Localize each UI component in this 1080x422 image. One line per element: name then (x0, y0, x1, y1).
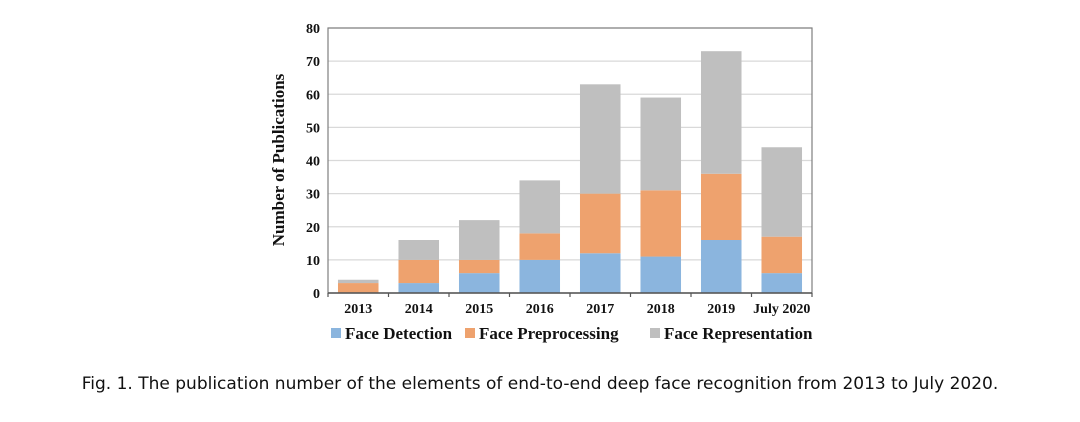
y-tick-label: 0 (313, 287, 320, 302)
bar-segment-face-detection (398, 283, 440, 293)
y-tick-label: 60 (306, 88, 320, 103)
y-tick-label: 30 (306, 188, 320, 203)
bar-segment-face-detection (519, 259, 561, 293)
x-tick-labels: 2013 2014 2015 2016 2017 2018 2019 July 2020 (344, 302, 810, 317)
legend-swatch (331, 328, 341, 338)
bar-segment-face-representation (579, 84, 621, 194)
bars (337, 51, 803, 293)
x-tick-label: 2018 (647, 302, 675, 317)
bar-segment-face-representation (458, 220, 500, 260)
legend-swatch (465, 328, 475, 338)
x-tick-label: 2014 (405, 302, 433, 317)
legend: Face Detection Face Preprocessing Face Rep… (331, 324, 813, 343)
legend-item: Face Representation (650, 324, 813, 343)
x-tick-label: 2013 (344, 302, 372, 317)
bar-segment-face-detection (700, 240, 742, 293)
y-tick-label: 20 (306, 221, 320, 236)
x-tick-label: 2016 (526, 302, 554, 317)
bar-segment-face-preprocessing (519, 233, 561, 260)
bar-segment-face-preprocessing (337, 283, 379, 293)
legend-label: Face Detection (345, 324, 453, 343)
bar-segment-face-detection (640, 256, 682, 293)
legend-item: Face Detection (331, 324, 453, 343)
bar-segment-face-preprocessing (458, 259, 500, 274)
x-tick-label: 2015 (465, 302, 493, 317)
y-axis-label: Number of Publications (269, 73, 288, 246)
y-tick-label: 70 (306, 55, 320, 70)
bar-segment-face-preprocessing (761, 236, 803, 274)
bar-segment-face-representation (700, 51, 742, 174)
gridlines (328, 27, 812, 261)
y-tick-label: 80 (306, 22, 320, 37)
x-tick-label: 2019 (707, 302, 735, 317)
y-tick-label: 40 (306, 155, 320, 170)
bar-segment-face-detection (761, 273, 803, 293)
bar-segment-face-detection (458, 273, 500, 293)
bar-segment-face-preprocessing (700, 173, 742, 240)
legend-label: Face Representation (664, 324, 813, 343)
axes (327, 27, 813, 297)
bar-segment-face-representation (519, 180, 561, 234)
y-tick-label: 50 (306, 121, 320, 136)
bar-segment-face-representation (761, 147, 803, 237)
legend-label: Face Preprocessing (479, 324, 619, 343)
x-tick-label: 2017 (586, 302, 614, 317)
bar-segment-face-representation (640, 97, 682, 191)
bar-segment-face-preprocessing (640, 190, 682, 257)
bar-segment-face-representation (398, 240, 440, 260)
x-tick-label: July 2020 (753, 302, 810, 317)
bar-segment-face-preprocessing (398, 259, 440, 284)
legend-item: Face Preprocessing (465, 324, 619, 343)
bar-segment-face-representation (337, 279, 379, 284)
legend-swatch (650, 328, 660, 338)
y-tick-labels: 0 10 20 30 40 50 60 70 80 (306, 22, 320, 302)
bar-segment-face-detection (579, 253, 621, 293)
bar-segment-face-preprocessing (579, 193, 621, 254)
y-tick-label: 10 (306, 254, 320, 269)
figure-caption: Fig. 1. The publication number of the el… (81, 374, 999, 394)
